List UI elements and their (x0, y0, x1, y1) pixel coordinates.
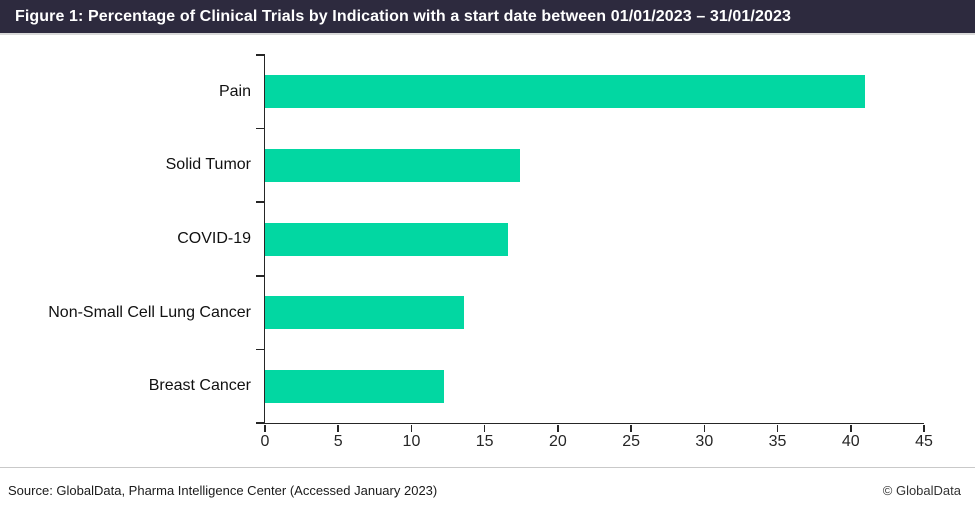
x-axis-tick-label: 20 (548, 433, 567, 450)
figure-footer: Source: GlobalData, Pharma Intelligence … (0, 479, 975, 498)
y-axis-tick (256, 348, 265, 351)
x-axis-tick (410, 424, 413, 432)
x-axis-tick-label: 25 (622, 433, 641, 450)
x-axis-tick (630, 424, 632, 432)
plot-area: Pain Solid Tumor COVID-19 Non-Small Cell Lu… (48, 54, 933, 450)
footer-divider (0, 467, 975, 468)
y-axis-tick (256, 422, 265, 424)
copyright-note: © GlobalData (882, 483, 961, 498)
y-axis-tick (256, 127, 265, 130)
x-axis-tick-label: 40 (841, 433, 860, 450)
x-axis-tick-label: 35 (768, 433, 787, 450)
y-axis-tick (256, 275, 265, 277)
category-label: Breast Cancer (148, 377, 251, 395)
x-axis-tick (483, 424, 486, 432)
x-axis-tick-label: 45 (915, 433, 933, 450)
category-label: COVID-19 (177, 230, 251, 247)
x-axis-tick (850, 424, 852, 432)
bar-solid-tumor (265, 148, 520, 182)
x-axis-tick (337, 424, 339, 432)
x-axis-tick-label: 0 (260, 433, 270, 450)
x-axis-tick (923, 424, 925, 432)
x-axis-tick (264, 424, 266, 432)
bar-pain (265, 75, 866, 109)
bar-covid-19 (265, 222, 509, 256)
x-axis-tick-label: 15 (475, 433, 494, 450)
figure-title-bar: Figure 1: Percentage of Clinical Trials … (0, 0, 975, 35)
y-axis-tick (256, 54, 265, 56)
category-label: Pain (218, 82, 251, 100)
y-axis-tick (256, 201, 265, 203)
x-axis-tick (703, 424, 706, 432)
category-label: Non-Small Cell Lung Cancer (48, 303, 251, 321)
x-axis-tick (776, 424, 779, 432)
figure-title: Figure 1: Percentage of Clinical Trials … (15, 7, 791, 25)
x-axis-tick-label: 30 (695, 433, 714, 450)
source-note: Source: GlobalData, Pharma Intelligence … (8, 483, 438, 498)
bar-breast-cancer (265, 369, 444, 403)
x-axis-tick-label: 10 (402, 433, 421, 450)
bar-non-small-cell-lung-cancer (265, 296, 465, 330)
category-label: Solid Tumor (165, 156, 251, 174)
x-axis-tick-label: 5 (333, 433, 343, 450)
x-axis-tick (557, 424, 559, 432)
